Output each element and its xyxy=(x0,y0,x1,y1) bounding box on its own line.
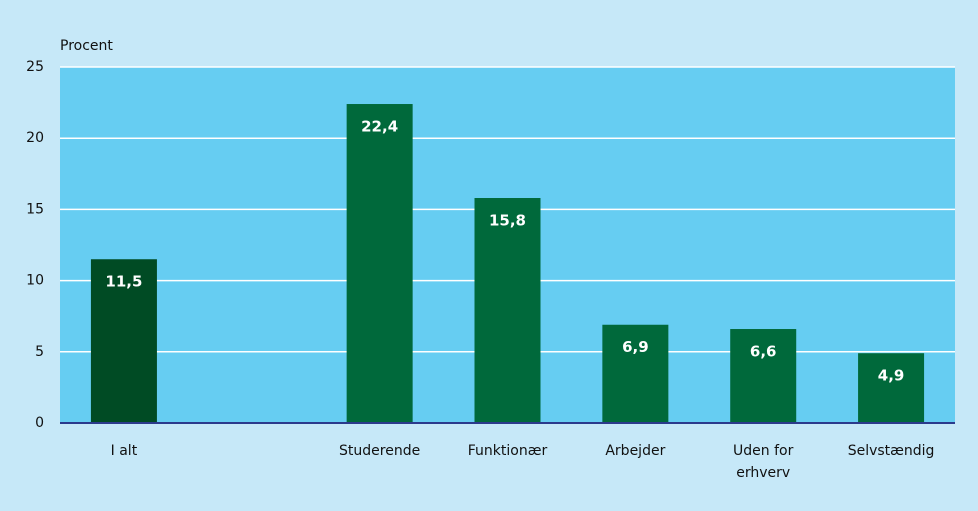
value-label: 15,8 xyxy=(489,212,526,230)
y-tick-label: 20 xyxy=(26,130,44,146)
x-tick-label: Arbejder xyxy=(605,443,666,459)
bar xyxy=(730,329,797,423)
value-label: 6,6 xyxy=(750,343,777,361)
x-tick-label: Uden for erhverv xyxy=(733,443,794,481)
bar xyxy=(90,259,157,423)
value-label: 6,9 xyxy=(622,338,649,356)
x-tick-label: Studerende xyxy=(339,443,421,459)
y-tick-label: 0 xyxy=(35,415,44,431)
y-axis-label: Procent xyxy=(60,38,113,54)
bar xyxy=(602,324,669,423)
value-label: 11,5 xyxy=(105,273,142,291)
y-tick-label: 10 xyxy=(26,273,44,289)
value-label: 4,9 xyxy=(878,367,905,385)
x-tick-label: Funktionær xyxy=(467,443,548,459)
y-tick-label: 5 xyxy=(35,344,44,360)
x-tick-label: Selvstændig xyxy=(847,443,935,459)
bar xyxy=(346,104,413,424)
bar xyxy=(858,353,925,423)
value-label: 22,4 xyxy=(361,118,398,136)
bar xyxy=(474,198,541,423)
x-tick-label: I alt xyxy=(110,443,138,459)
y-tick-label: 25 xyxy=(26,59,44,75)
y-tick-label: 15 xyxy=(26,201,44,217)
